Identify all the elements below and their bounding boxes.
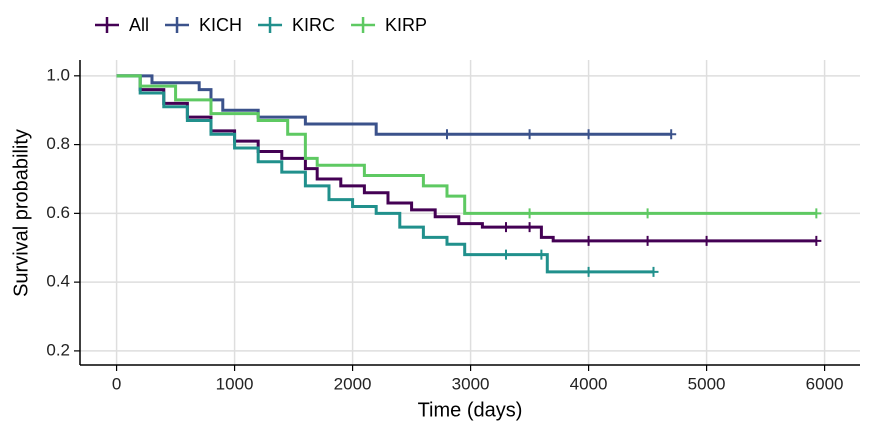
y-tick-label: 0.6 (46, 203, 70, 222)
censor-mark (500, 222, 511, 233)
censor-mark (642, 235, 653, 246)
censor-mark (524, 222, 535, 233)
censor-mark (811, 235, 822, 246)
legend-label: All (129, 15, 149, 35)
censor-mark (500, 249, 511, 260)
x-tick-label: 5000 (688, 374, 726, 393)
censor-mark (536, 249, 547, 260)
x-tick-label: 3000 (452, 374, 490, 393)
censor-mark (648, 266, 659, 277)
x-tick-label: 2000 (334, 374, 372, 393)
censor-mark (583, 129, 594, 140)
y-tick-label: 1.0 (46, 65, 70, 84)
legend-label: KIRC (292, 15, 335, 35)
survival-curve (116, 74, 654, 274)
legend-label: KIRP (385, 15, 427, 35)
survival-curve (116, 74, 817, 215)
y-axis-title: Survival probability (10, 129, 32, 297)
legend-key (95, 17, 119, 33)
censor-mark (701, 235, 712, 246)
legend-key (351, 17, 376, 33)
x-axis-title: Time (days) (418, 399, 523, 421)
censor-mark (583, 235, 594, 246)
censor-mark (642, 208, 653, 219)
censor-mark (441, 129, 452, 140)
legend-key (258, 17, 283, 33)
censor-mark (666, 129, 677, 140)
censor-mark (524, 208, 535, 219)
x-tick-label: 1000 (216, 374, 254, 393)
censor-mark (524, 129, 535, 140)
x-tick-label: 4000 (570, 374, 608, 393)
y-tick-label: 0.2 (46, 340, 70, 359)
censor-mark (583, 266, 594, 277)
x-tick-label: 6000 (806, 374, 844, 393)
x-tick-label: 0 (112, 374, 121, 393)
legend-key (165, 17, 190, 33)
censor-mark (811, 208, 822, 219)
y-tick-label: 0.8 (46, 134, 70, 153)
survival-curve (116, 74, 817, 243)
y-tick-label: 0.4 (46, 272, 70, 291)
legend-label: KICH (199, 15, 242, 35)
